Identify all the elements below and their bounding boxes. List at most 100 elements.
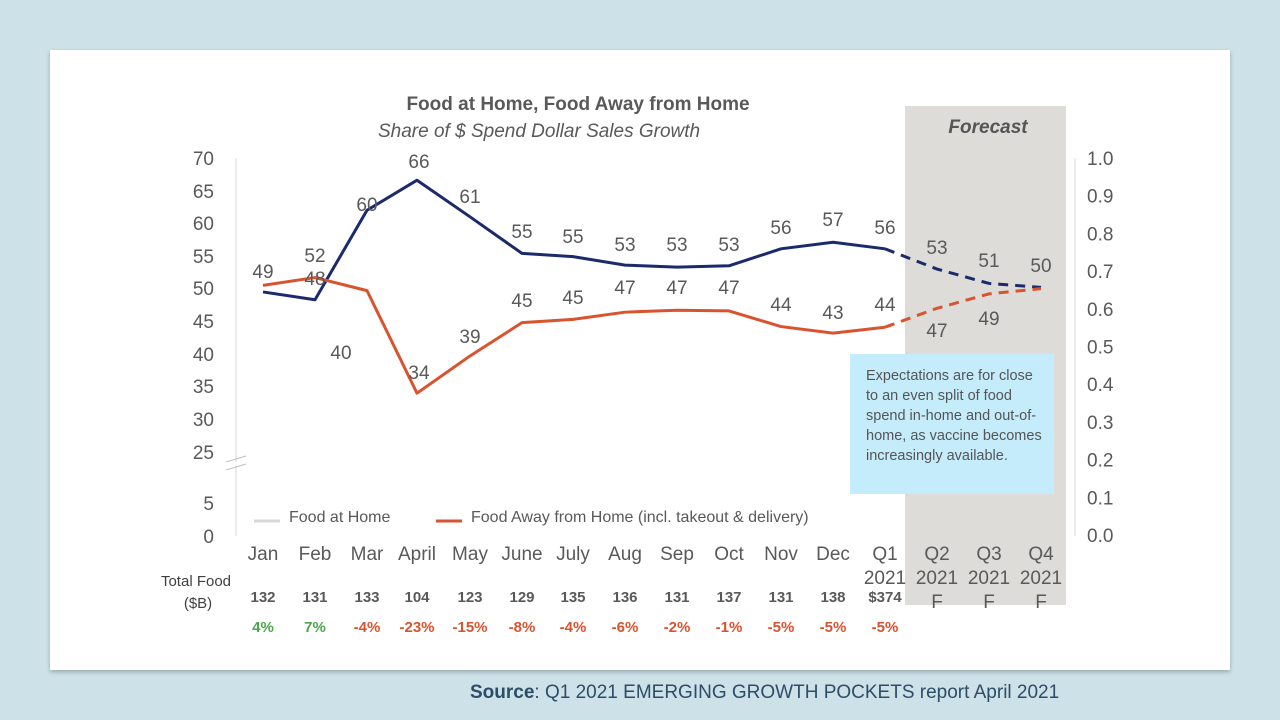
- left-axis-tick: 70: [193, 149, 214, 170]
- left-axis-tick: 30: [193, 410, 214, 431]
- category-label-line: Sep: [660, 544, 694, 565]
- table-total-cell: 138: [820, 589, 845, 606]
- away-data-label: 40: [330, 343, 351, 364]
- table-growth-cell: -2%: [664, 619, 691, 636]
- away-data-label: 47: [666, 278, 687, 299]
- source-citation: Source: Q1 2021 EMERGING GROWTH POCKETS …: [470, 682, 1059, 704]
- table-total-cell: 137: [716, 589, 741, 606]
- category-label: July: [556, 544, 590, 565]
- category-label: Q4 2021 F: [1020, 544, 1062, 613]
- legend-label-home: Food at Home: [289, 509, 390, 526]
- home-data-label: 56: [874, 218, 895, 239]
- category-label-line: June: [501, 544, 542, 565]
- left-axis-tick: 35: [193, 377, 214, 398]
- category-label: Q3 2021 F: [968, 544, 1010, 613]
- category-label-line: F: [1035, 592, 1047, 613]
- table-growth-cell: -5%: [820, 619, 847, 636]
- table-growth-cell: -4%: [560, 619, 587, 636]
- category-label-line: Mar: [351, 544, 384, 565]
- right-axis-tick: 0.2: [1087, 451, 1113, 472]
- left-axis-tick: 60: [193, 214, 214, 235]
- table-total-cell: 131: [768, 589, 793, 606]
- table-growth-cell: -8%: [509, 619, 536, 636]
- category-label-line: 2021: [968, 568, 1010, 589]
- category-label: June: [501, 544, 542, 565]
- table-total-cell: 131: [664, 589, 689, 606]
- series-line-away: [262, 276, 886, 395]
- table-total-cell: 129: [509, 589, 534, 606]
- category-label: Mar: [351, 544, 384, 565]
- forecast-note: Expectations are for close to an even sp…: [850, 354, 1054, 494]
- category-label: Oct: [714, 544, 744, 565]
- category-label: Aug: [608, 544, 642, 565]
- table-growth-cell: -4%: [354, 619, 381, 636]
- away-data-label: 49: [978, 309, 999, 330]
- away-data-label: 47: [614, 278, 635, 299]
- right-axis-tick: 0.9: [1087, 187, 1113, 208]
- table-growth-cell: 4%: [252, 619, 274, 636]
- home-data-label: 60: [356, 195, 377, 216]
- category-label-line: 2021: [864, 568, 906, 589]
- table-growth-cell: -23%: [399, 619, 434, 636]
- category-label: May: [452, 544, 488, 565]
- right-axis-tick: 0.3: [1087, 413, 1113, 434]
- table-row-label-line2: ($B): [184, 595, 212, 612]
- home-data-label: 56: [770, 218, 791, 239]
- home-data-label: 50: [1030, 256, 1051, 277]
- table-growth-cell: -5%: [872, 619, 899, 636]
- source-label: Source: [470, 682, 535, 703]
- axis-break-mark: [225, 463, 247, 471]
- table-total-cell: 104: [404, 589, 430, 606]
- left-axis-tick: 40: [193, 345, 214, 366]
- category-label-line: Oct: [714, 544, 744, 565]
- right-axis-tick: 1.0: [1087, 149, 1113, 170]
- home-data-label: 52: [304, 246, 325, 267]
- category-label-line: Q3: [976, 544, 1001, 565]
- left-axis-tick: 55: [193, 247, 214, 268]
- series-line-home: [262, 178, 886, 302]
- category-label-line: July: [556, 544, 590, 565]
- category-label: Q1 2021: [864, 544, 906, 589]
- forecast-label: Forecast: [948, 117, 1028, 138]
- home-data-label: 51: [978, 251, 999, 272]
- category-label: Feb: [299, 544, 332, 565]
- table-row-label-line1: Total Food: [161, 573, 231, 590]
- category-label: April: [398, 544, 436, 565]
- table-total-cell: 132: [250, 589, 275, 606]
- home-data-label: 53: [614, 235, 635, 256]
- category-label-line: Dec: [816, 544, 850, 565]
- category-label-line: Aug: [608, 544, 642, 565]
- category-label-line: Q4: [1028, 544, 1054, 565]
- right-axis-tick: 0.5: [1087, 338, 1113, 359]
- legend: Food at Home Food Away from Home (incl. …: [254, 509, 809, 526]
- category-label: Nov: [764, 544, 798, 565]
- home-data-label: 66: [408, 152, 429, 173]
- left-axis-tick: 45: [193, 312, 214, 333]
- right-axis-tick: 0.7: [1087, 262, 1113, 283]
- table-growth-cell: -5%: [768, 619, 795, 636]
- category-label: Jan: [248, 544, 279, 565]
- away-data-label: 39: [459, 327, 480, 348]
- table-total-cell: 131: [302, 589, 327, 606]
- left-axis-tick: 65: [193, 182, 214, 203]
- home-data-label: 55: [562, 227, 583, 248]
- right-axis-tick: 0.8: [1087, 224, 1113, 245]
- table-total-cell: 135: [560, 589, 585, 606]
- away-data-label: 48: [304, 269, 325, 290]
- home-data-label: 53: [926, 238, 947, 259]
- table-growth-cell: -6%: [612, 619, 639, 636]
- category-label: Q2 2021 F: [916, 544, 958, 613]
- table-growth-cell: 7%: [304, 619, 326, 636]
- table-growth-cell: -1%: [716, 619, 743, 636]
- home-data-label: 49: [252, 262, 273, 283]
- table-total-cell: 133: [354, 589, 379, 606]
- category-label-line: Q2: [924, 544, 949, 565]
- left-axis-tick: 25: [193, 443, 214, 464]
- home-data-label: 61: [459, 187, 480, 208]
- away-data-label: 47: [926, 321, 947, 342]
- legend-label-away: Food Away from Home (incl. takeout & del…: [471, 509, 809, 526]
- category-label: Sep: [660, 544, 694, 565]
- category-label-line: Nov: [764, 544, 798, 565]
- away-data-label: 44: [770, 295, 792, 316]
